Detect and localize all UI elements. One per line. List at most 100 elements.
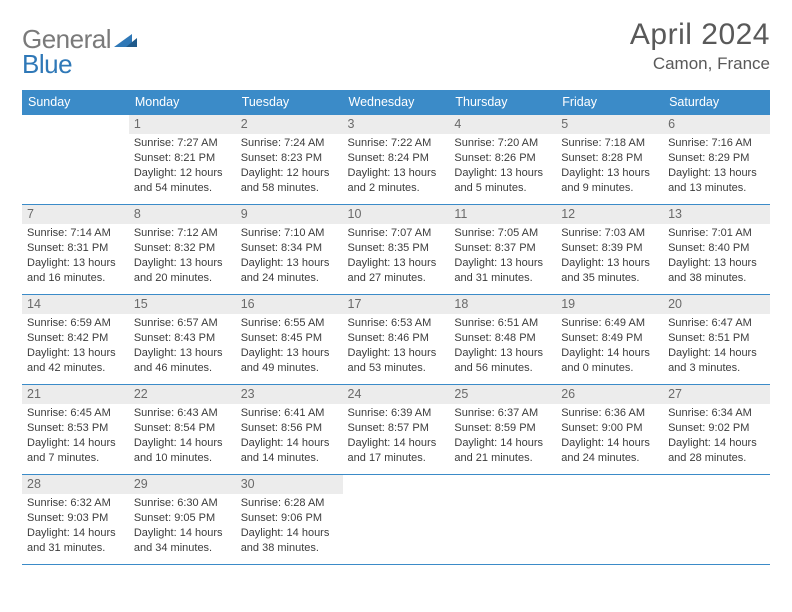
- day-number: 4: [449, 115, 556, 134]
- day-detail: Sunrise: 6:43 AMSunset: 8:54 PMDaylight:…: [129, 404, 236, 468]
- day-number: 25: [449, 385, 556, 404]
- calendar-cell: 14Sunrise: 6:59 AMSunset: 8:42 PMDayligh…: [22, 295, 129, 385]
- daylight-text-2: and 31 minutes.: [27, 541, 124, 556]
- sunrise-text: Sunrise: 7:14 AM: [27, 226, 124, 241]
- day-number: 6: [663, 115, 770, 134]
- sunrise-text: Sunrise: 6:57 AM: [134, 316, 231, 331]
- calendar-cell: [343, 475, 450, 565]
- calendar-cell: 29Sunrise: 6:30 AMSunset: 9:05 PMDayligh…: [129, 475, 236, 565]
- day-detail: Sunrise: 7:18 AMSunset: 8:28 PMDaylight:…: [556, 134, 663, 198]
- daylight-text-2: and 31 minutes.: [454, 271, 551, 286]
- sunrise-text: Sunrise: 7:10 AM: [241, 226, 338, 241]
- daylight-text-1: Daylight: 14 hours: [27, 436, 124, 451]
- day-detail: Sunrise: 6:55 AMSunset: 8:45 PMDaylight:…: [236, 314, 343, 378]
- sunrise-text: Sunrise: 7:24 AM: [241, 136, 338, 151]
- sunset-text: Sunset: 8:26 PM: [454, 151, 551, 166]
- calendar-cell: 3Sunrise: 7:22 AMSunset: 8:24 PMDaylight…: [343, 115, 450, 205]
- calendar-cell: 8Sunrise: 7:12 AMSunset: 8:32 PMDaylight…: [129, 205, 236, 295]
- day-number: 15: [129, 295, 236, 314]
- daylight-text-2: and 17 minutes.: [348, 451, 445, 466]
- daylight-text-2: and 5 minutes.: [454, 181, 551, 196]
- daylight-text-2: and 49 minutes.: [241, 361, 338, 376]
- header: GeneralBlue April 2024 Camon, France: [22, 18, 770, 80]
- brand-part2: Blue: [22, 49, 72, 80]
- sunrise-text: Sunrise: 6:55 AM: [241, 316, 338, 331]
- daylight-text-2: and 3 minutes.: [668, 361, 765, 376]
- day-detail: Sunrise: 6:32 AMSunset: 9:03 PMDaylight:…: [22, 494, 129, 558]
- sunset-text: Sunset: 8:40 PM: [668, 241, 765, 256]
- day-detail: Sunrise: 6:39 AMSunset: 8:57 PMDaylight:…: [343, 404, 450, 468]
- sunrise-text: Sunrise: 7:27 AM: [134, 136, 231, 151]
- daylight-text-2: and 14 minutes.: [241, 451, 338, 466]
- daylight-text-2: and 24 minutes.: [561, 451, 658, 466]
- daylight-text-1: Daylight: 14 hours: [241, 436, 338, 451]
- day-detail: Sunrise: 7:24 AMSunset: 8:23 PMDaylight:…: [236, 134, 343, 198]
- daylight-text-2: and 28 minutes.: [668, 451, 765, 466]
- calendar-cell: 16Sunrise: 6:55 AMSunset: 8:45 PMDayligh…: [236, 295, 343, 385]
- day-number: 24: [343, 385, 450, 404]
- day-detail: Sunrise: 6:34 AMSunset: 9:02 PMDaylight:…: [663, 404, 770, 468]
- day-detail: Sunrise: 6:57 AMSunset: 8:43 PMDaylight:…: [129, 314, 236, 378]
- sunset-text: Sunset: 8:43 PM: [134, 331, 231, 346]
- title-block: April 2024 Camon, France: [630, 18, 770, 74]
- day-number: 14: [22, 295, 129, 314]
- day-detail: Sunrise: 6:41 AMSunset: 8:56 PMDaylight:…: [236, 404, 343, 468]
- daylight-text-1: Daylight: 14 hours: [561, 346, 658, 361]
- daylight-text-1: Daylight: 14 hours: [348, 436, 445, 451]
- day-number: 22: [129, 385, 236, 404]
- sunrise-text: Sunrise: 6:34 AM: [668, 406, 765, 421]
- day-number: 27: [663, 385, 770, 404]
- daylight-text-1: Daylight: 14 hours: [561, 436, 658, 451]
- daylight-text-2: and 9 minutes.: [561, 181, 658, 196]
- calendar-cell: 7Sunrise: 7:14 AMSunset: 8:31 PMDaylight…: [22, 205, 129, 295]
- day-number: 13: [663, 205, 770, 224]
- daylight-text-1: Daylight: 13 hours: [348, 256, 445, 271]
- sunset-text: Sunset: 8:29 PM: [668, 151, 765, 166]
- daylight-text-1: Daylight: 13 hours: [241, 256, 338, 271]
- calendar-cell: 27Sunrise: 6:34 AMSunset: 9:02 PMDayligh…: [663, 385, 770, 475]
- calendar-cell: 26Sunrise: 6:36 AMSunset: 9:00 PMDayligh…: [556, 385, 663, 475]
- daylight-text-1: Daylight: 14 hours: [134, 436, 231, 451]
- daylight-text-1: Daylight: 13 hours: [348, 346, 445, 361]
- sunset-text: Sunset: 8:56 PM: [241, 421, 338, 436]
- day-number: 7: [22, 205, 129, 224]
- daylight-text-2: and 54 minutes.: [134, 181, 231, 196]
- sunset-text: Sunset: 8:32 PM: [134, 241, 231, 256]
- day-detail: Sunrise: 6:28 AMSunset: 9:06 PMDaylight:…: [236, 494, 343, 558]
- daylight-text-2: and 20 minutes.: [134, 271, 231, 286]
- daylight-text-1: Daylight: 13 hours: [134, 346, 231, 361]
- sunset-text: Sunset: 8:57 PM: [348, 421, 445, 436]
- sunset-text: Sunset: 8:53 PM: [27, 421, 124, 436]
- sunrise-text: Sunrise: 6:51 AM: [454, 316, 551, 331]
- calendar-cell: 22Sunrise: 6:43 AMSunset: 8:54 PMDayligh…: [129, 385, 236, 475]
- calendar-cell: 20Sunrise: 6:47 AMSunset: 8:51 PMDayligh…: [663, 295, 770, 385]
- sunrise-text: Sunrise: 7:16 AM: [668, 136, 765, 151]
- day-number: 21: [22, 385, 129, 404]
- day-detail: Sunrise: 7:01 AMSunset: 8:40 PMDaylight:…: [663, 224, 770, 288]
- daylight-text-2: and 38 minutes.: [241, 541, 338, 556]
- calendar-cell: 21Sunrise: 6:45 AMSunset: 8:53 PMDayligh…: [22, 385, 129, 475]
- day-number: 29: [129, 475, 236, 494]
- day-detail: Sunrise: 6:51 AMSunset: 8:48 PMDaylight:…: [449, 314, 556, 378]
- daylight-text-1: Daylight: 14 hours: [241, 526, 338, 541]
- day-number: 17: [343, 295, 450, 314]
- calendar-cell: 10Sunrise: 7:07 AMSunset: 8:35 PMDayligh…: [343, 205, 450, 295]
- sunrise-text: Sunrise: 6:36 AM: [561, 406, 658, 421]
- calendar-cell: 9Sunrise: 7:10 AMSunset: 8:34 PMDaylight…: [236, 205, 343, 295]
- day-number: 11: [449, 205, 556, 224]
- day-detail: Sunrise: 7:12 AMSunset: 8:32 PMDaylight:…: [129, 224, 236, 288]
- day-number: 10: [343, 205, 450, 224]
- daylight-text-2: and 13 minutes.: [668, 181, 765, 196]
- brand-logo: GeneralBlue: [22, 18, 152, 80]
- daylight-text-2: and 10 minutes.: [134, 451, 231, 466]
- day-number: 2: [236, 115, 343, 134]
- day-detail: Sunrise: 7:05 AMSunset: 8:37 PMDaylight:…: [449, 224, 556, 288]
- brand-shape-icon: [113, 24, 138, 55]
- daylight-text-1: Daylight: 14 hours: [668, 436, 765, 451]
- daylight-text-1: Daylight: 14 hours: [668, 346, 765, 361]
- sunset-text: Sunset: 9:05 PM: [134, 511, 231, 526]
- sunset-text: Sunset: 9:02 PM: [668, 421, 765, 436]
- day-detail: Sunrise: 6:49 AMSunset: 8:49 PMDaylight:…: [556, 314, 663, 378]
- day-detail: Sunrise: 7:27 AMSunset: 8:21 PMDaylight:…: [129, 134, 236, 198]
- calendar-cell: 25Sunrise: 6:37 AMSunset: 8:59 PMDayligh…: [449, 385, 556, 475]
